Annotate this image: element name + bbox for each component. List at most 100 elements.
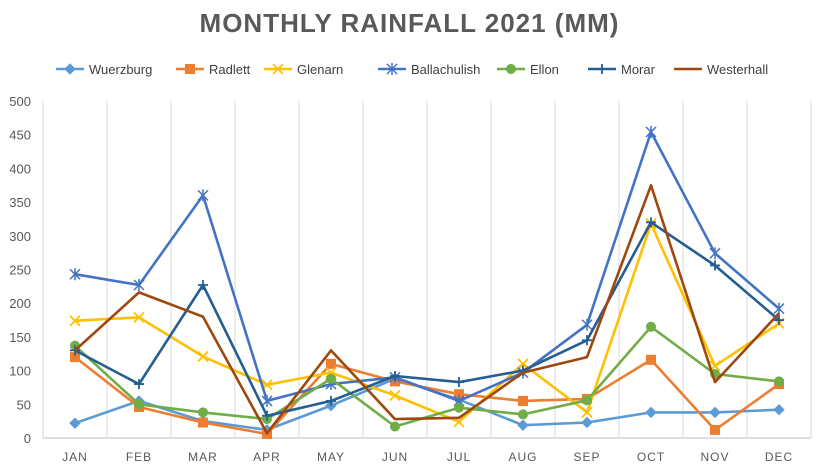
data-point-ballachulish xyxy=(197,189,209,202)
x-tick-label: FEB xyxy=(126,450,152,464)
legend-label-glenarn: Glenarn xyxy=(297,62,343,77)
data-point-glenarn xyxy=(69,315,81,327)
legend-marker-morar xyxy=(597,64,607,74)
data-point-wuerzburg xyxy=(581,416,593,429)
y-tick-label: 0 xyxy=(24,431,31,446)
data-point-radlett xyxy=(646,354,656,365)
x-tick-label: SEP xyxy=(573,450,600,464)
x-tick-label: AUG xyxy=(508,450,537,464)
data-point-ellon xyxy=(326,373,336,384)
data-point-morar xyxy=(262,410,272,421)
y-tick-label: 50 xyxy=(17,397,31,412)
x-tick-label: JUL xyxy=(447,450,471,464)
data-point-morar xyxy=(582,335,592,346)
data-point-glenarn xyxy=(581,406,593,419)
data-point-ellon xyxy=(518,409,528,420)
data-point-morar xyxy=(454,377,464,388)
data-point-ellon xyxy=(646,321,656,332)
data-point-glenarn xyxy=(517,358,529,370)
legend-marker-ballachulish xyxy=(386,63,398,75)
y-tick-label: 100 xyxy=(9,364,31,379)
data-point-ballachulish xyxy=(261,394,273,407)
y-tick-label: 400 xyxy=(9,161,31,176)
data-point-glenarn xyxy=(389,389,401,402)
data-point-radlett xyxy=(198,417,208,428)
data-point-wuerzburg xyxy=(69,417,81,429)
data-point-wuerzburg xyxy=(645,406,657,419)
legend-item-glenarn: Glenarn xyxy=(264,62,343,77)
legend-marker-glenarn xyxy=(272,63,284,75)
legend-item-westerhall: Westerhall xyxy=(674,62,768,77)
legend: Wuerzburg Radlett Glenarn Ballachulish Ellon… xyxy=(56,62,768,77)
legend-item-wuerzburg: Wuerzburg xyxy=(56,62,152,77)
y-tick-label: 300 xyxy=(9,229,31,244)
legend-marker-radlett xyxy=(185,64,195,74)
x-tick-label: APR xyxy=(253,450,281,464)
data-point-morar xyxy=(390,370,400,381)
data-point-glenarn xyxy=(133,311,145,323)
data-point-ellon xyxy=(774,376,784,387)
data-point-morar xyxy=(710,260,720,271)
series-morar xyxy=(70,217,784,421)
y-tick-label: 500 xyxy=(9,94,31,109)
data-point-morar xyxy=(774,315,784,326)
x-tick-label: DEC xyxy=(765,450,793,464)
data-point-radlett xyxy=(326,358,336,369)
data-point-ellon xyxy=(198,407,208,418)
legend-marker-ellon xyxy=(506,64,516,74)
data-point-ballachulish xyxy=(709,247,721,260)
series-line-ballachulish xyxy=(74,130,780,403)
series-line-westerhall xyxy=(74,184,780,435)
y-axis: 0 50 100 150 200 250 300 350 400 450 500 xyxy=(9,94,31,446)
data-point-ballachulish xyxy=(773,302,785,315)
data-point-morar xyxy=(198,280,208,291)
legend-item-ellon: Ellon xyxy=(497,62,559,77)
y-tick-label: 150 xyxy=(9,330,31,345)
y-tick-label: 450 xyxy=(9,128,31,143)
data-point-glenarn xyxy=(197,350,209,363)
x-axis: JAN FEB MAR APR MAY JUN JUL AUG SEP OCT NOV DEC xyxy=(62,450,793,464)
data-point-ballachulish xyxy=(645,126,657,139)
x-tick-label: MAY xyxy=(317,450,345,464)
x-tick-label: JAN xyxy=(62,450,88,464)
series-westerhall xyxy=(74,184,780,435)
legend-item-radlett: Radlett xyxy=(176,62,251,77)
data-point-ellon xyxy=(582,395,592,406)
legend-label-morar: Morar xyxy=(621,62,656,77)
legend-item-ballachulish: Ballachulish xyxy=(378,62,480,77)
series-line-morar xyxy=(74,221,780,418)
legend-marker-wuerzburg xyxy=(64,63,76,75)
data-point-morar xyxy=(646,217,656,228)
x-tick-label: MAR xyxy=(188,450,218,464)
y-tick-label: 200 xyxy=(9,296,31,311)
y-tick-label: 350 xyxy=(9,195,31,210)
legend-label-ballachulish: Ballachulish xyxy=(411,62,480,77)
data-point-ellon xyxy=(390,421,400,432)
legend-label-radlett: Radlett xyxy=(209,62,251,77)
series-line-glenarn xyxy=(74,222,780,424)
legend-label-ellon: Ellon xyxy=(530,62,559,77)
data-point-radlett xyxy=(518,395,528,406)
data-point-ballachulish xyxy=(133,279,145,292)
x-tick-label: NOV xyxy=(700,450,729,464)
legend-label-westerhall: Westerhall xyxy=(707,62,768,77)
chart-title: MONTHLY RAINFALL 2021 (MM) xyxy=(199,8,620,38)
data-point-wuerzburg xyxy=(517,419,529,431)
data-point-wuerzburg xyxy=(709,406,721,419)
y-tick-label: 250 xyxy=(9,263,31,278)
data-point-wuerzburg xyxy=(773,403,785,416)
x-tick-label: OCT xyxy=(637,450,665,464)
series-ellon xyxy=(70,321,784,432)
data-point-morar xyxy=(326,395,336,406)
series-line-ellon xyxy=(74,325,780,428)
data-point-ellon xyxy=(134,399,144,410)
x-tick-label: JUN xyxy=(382,450,408,464)
legend-label-wuerzburg: Wuerzburg xyxy=(89,62,152,77)
data-point-ballachulish xyxy=(581,318,593,331)
data-point-morar xyxy=(134,379,144,390)
legend-item-morar: Morar xyxy=(588,62,656,77)
data-point-radlett xyxy=(710,424,720,435)
data-point-ballachulish xyxy=(69,268,81,281)
